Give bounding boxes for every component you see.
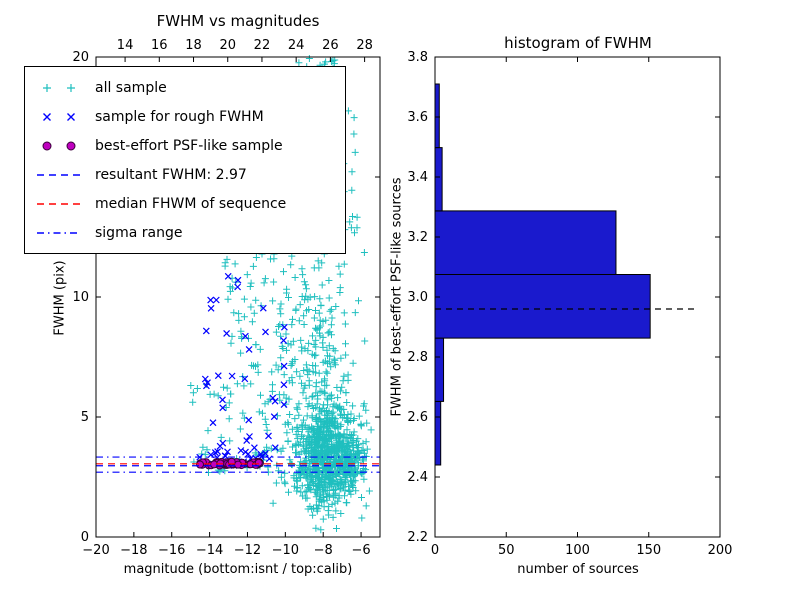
tick-label: −6 [351,543,370,558]
tick-label: 18 [185,38,202,53]
series-+ [187,55,375,534]
legend-line-swatch [37,173,81,176]
tick-label: 28 [356,38,373,53]
scatter-ylabel: FWHM (pix) [52,260,68,336]
legend-item-label: best-effort PSF-like sample [95,137,283,154]
tick-label: −20 [82,543,109,558]
legend-item: resultant FWHM: 2.97 [33,160,333,189]
legend-item-label: resultant FWHM: 2.97 [95,166,247,183]
legend-marker-swatch [42,141,76,150]
histogram-ylabel: FWHM of best-effort PSF-like sources [389,177,405,417]
scatter-title: FWHM vs magnitudes [156,12,320,30]
tick-label: 150 [636,543,661,558]
tick-label: 3.0 [407,290,428,305]
tick-label: 5 [81,410,89,425]
series-x [196,227,291,470]
legend-item: sigma range [33,218,333,247]
histogram-title: histogram of FWHM [504,34,652,52]
tick-label: 2.6 [407,410,428,425]
legend-item-label: sample for rough FWHM [95,108,264,125]
legend-item: all sample [33,73,333,102]
tick-label: 0 [431,543,439,558]
hist-bar [434,83,440,149]
tick-label: 50 [498,543,515,558]
hist-bar [434,274,651,339]
tick-label: 3.4 [407,170,428,185]
tick-label: −18 [120,543,147,558]
tick-label: 0 [81,530,89,545]
legend-marker-swatch [43,112,75,121]
hist-bar [434,337,445,402]
tick-label: 22 [254,38,271,53]
tick-label: −16 [158,543,185,558]
hist-bar [434,210,617,275]
tick-label: 24 [288,38,305,53]
hist-bar [434,400,442,466]
tick-label: 2.8 [407,350,428,365]
legend-line-swatch [37,231,81,234]
tick-label: 26 [322,38,339,53]
legend: all sample sample for rough FWHM best-effo… [24,66,346,254]
tick-label: 200 [708,543,733,558]
tick-label: 3.2 [407,230,428,245]
tick-label: 2.4 [407,470,428,485]
tick-label: 3.8 [407,50,428,65]
tick-label: 20 [219,38,236,53]
tick-label: 100 [565,543,590,558]
hist-bar [434,147,443,212]
tick-label: 10 [72,290,89,305]
tick-label: −8 [314,543,333,558]
legend-item: sample for rough FWHM [33,102,333,131]
legend-marker-swatch [43,83,75,92]
tick-label: 20 [72,50,89,65]
legend-item: median FHWM of sequence [33,189,333,218]
legend-item-label: all sample [95,79,167,96]
tick-label: −12 [234,543,261,558]
tick-label: 3.6 [407,110,428,125]
legend-item: best-effort PSF-like sample [33,131,333,160]
legend-item-label: sigma range [95,224,183,241]
legend-line-swatch [37,202,81,205]
histogram-xlabel: number of sources [517,562,639,577]
legend-item-label: median FHWM of sequence [95,195,287,212]
tick-label: 2.2 [407,530,428,545]
tick-label: −14 [196,543,223,558]
tick-label: 16 [151,38,168,53]
tick-label: −10 [272,543,299,558]
scatter-xlabel: magnitude (bottom:isnt / top:calib) [123,562,353,577]
tick-label: 14 [117,38,134,53]
